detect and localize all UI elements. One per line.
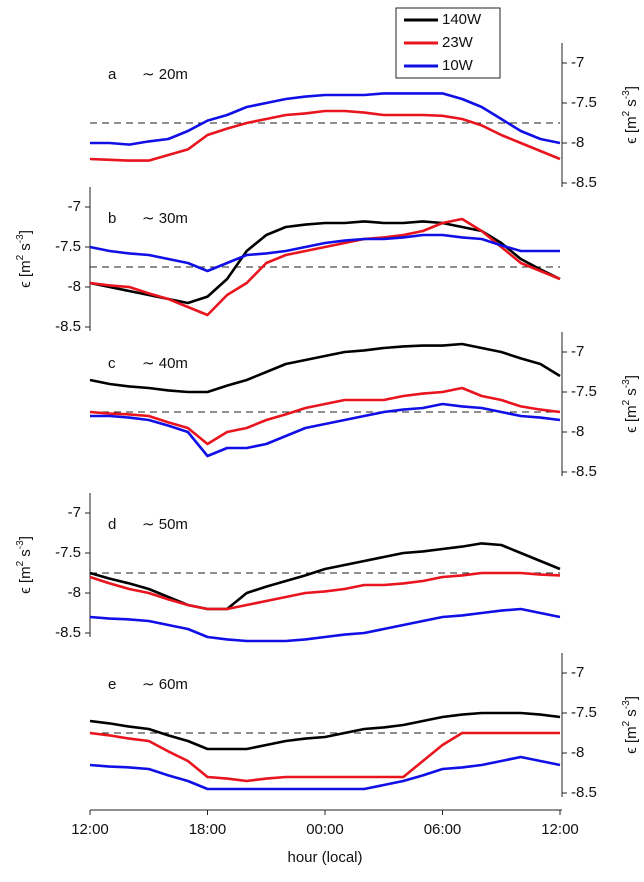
x-tick-label: 12:00 (541, 821, 579, 838)
data-line (90, 402, 561, 458)
y-tick-label: -8 (68, 278, 81, 295)
y-axis-label-part: s (17, 243, 34, 255)
y-tick-label: -7 (571, 54, 584, 71)
x-tick-label: 18:00 (189, 821, 227, 838)
y-tick-label: -8 (571, 744, 584, 761)
y-axis-label: ϵ [m2 s-3] (621, 696, 640, 754)
y-axis-label-part: ϵ [m (17, 260, 34, 287)
y-tick-label: -8.5 (571, 174, 597, 191)
y-tick-label: -7.5 (571, 383, 597, 400)
y-axis-label-part: -3 (621, 90, 632, 99)
data-line (89, 217, 561, 317)
depth-annotation: ∼ 40m (142, 355, 188, 372)
depth-annotation: ∼ 60m (142, 676, 188, 693)
y-axis-label-part: ] (17, 536, 34, 540)
y-axis-label-part: s (17, 549, 34, 561)
y-axis-label-part: ] (623, 375, 640, 379)
panel-label: c (108, 355, 116, 372)
data-line (89, 386, 561, 446)
y-tick-label: -7.5 (571, 704, 597, 721)
y-tick-label: -8.5 (571, 784, 597, 801)
y-tick-label: -7.5 (55, 544, 81, 561)
y-axis-label: ϵ [m2 s-3] (15, 536, 34, 594)
y-tick-label: -8 (571, 423, 584, 440)
y-axis-label-part: -3 (621, 379, 632, 388)
depth-annotation: ∼ 20m (142, 66, 188, 83)
data-line (89, 109, 561, 162)
depth-annotation: ∼ 30m (142, 210, 188, 227)
y-axis-label: ϵ [m2 s-3] (621, 86, 640, 144)
panel-label: e (108, 676, 116, 693)
panel-label: d (108, 516, 116, 533)
y-tick-label: -8 (571, 134, 584, 151)
data-line (89, 711, 561, 751)
y-axis-label-part: -3 (621, 700, 632, 709)
y-axis-label-part: s (623, 388, 640, 400)
y-axis-label-part: s (623, 99, 640, 111)
y-axis-label-part: ϵ [m (623, 405, 640, 432)
y-axis-label-part: 2 (15, 254, 26, 260)
data-line (89, 607, 561, 643)
y-axis-label-part: ϵ [m (623, 116, 640, 143)
panel-label: b (108, 210, 116, 227)
y-tick-label: -7 (68, 198, 81, 215)
y-axis-label-part: ] (17, 230, 34, 234)
data-line (90, 92, 561, 146)
x-axis-label: hour (local) (287, 849, 362, 866)
y-tick-label: -7 (571, 343, 584, 360)
y-axis-label: ϵ [m2 s-3] (621, 375, 640, 433)
data-line (89, 542, 561, 611)
y-axis-label-part: 2 (621, 110, 632, 116)
data-line (89, 233, 560, 273)
y-axis-label-part: 2 (621, 720, 632, 726)
y-axis-label: ϵ [m2 s-3] (15, 230, 34, 288)
x-tick-label: 00:00 (306, 821, 344, 838)
x-tick-label: 06:00 (424, 821, 462, 838)
panel-label: a (108, 66, 117, 83)
y-axis-label-part: ϵ [m (17, 566, 34, 593)
y-axis-label-part: s (623, 709, 640, 721)
y-tick-label: -7 (571, 664, 584, 681)
y-tick-label: -7.5 (55, 238, 81, 255)
legend-label: 10W (442, 57, 474, 74)
data-line (89, 731, 560, 783)
y-axis-label-part: ] (623, 696, 640, 700)
y-axis-label-part: -3 (15, 540, 26, 549)
y-tick-label: -8 (68, 584, 81, 601)
y-tick-label: -8.5 (55, 318, 81, 335)
depth-annotation: ∼ 50m (142, 516, 188, 533)
data-line (89, 342, 561, 394)
y-axis-label-part: -3 (15, 234, 26, 243)
y-axis-label-part: ] (623, 86, 640, 90)
y-axis-label-part: 2 (621, 399, 632, 405)
y-tick-label: -7.5 (571, 94, 597, 111)
y-tick-label: -8.5 (55, 624, 81, 641)
x-tick-label: 12:00 (71, 821, 109, 838)
data-line (89, 755, 561, 791)
y-tick-label: -7 (68, 504, 81, 521)
legend-label: 23W (442, 34, 474, 51)
legend-label: 140W (442, 11, 482, 28)
y-axis-label-part: 2 (15, 560, 26, 566)
data-line (89, 571, 561, 611)
data-line (89, 220, 561, 305)
y-tick-label: -8.5 (571, 463, 597, 480)
y-axis-label-part: ϵ [m (623, 726, 640, 753)
